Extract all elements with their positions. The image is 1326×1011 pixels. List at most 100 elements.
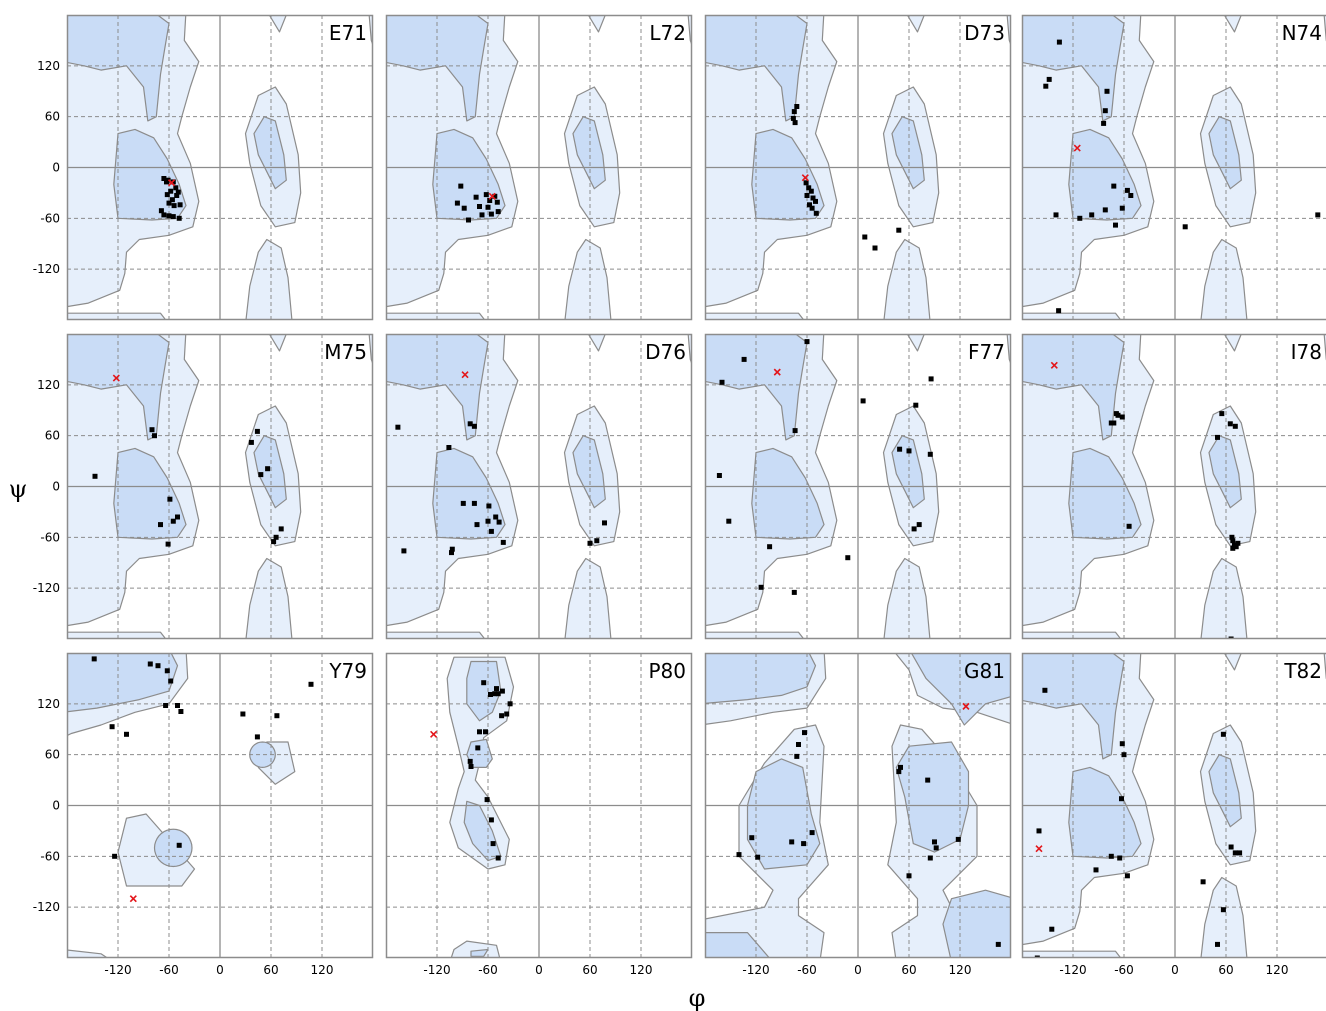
data-point	[164, 668, 170, 674]
panel-Y79: Y79	[66, 652, 374, 959]
favored-region	[705, 932, 771, 958]
x-tick-label: 120	[1266, 963, 1289, 977]
data-point	[488, 211, 494, 217]
data-point	[175, 703, 180, 708]
data-point	[1182, 224, 1188, 230]
data-point	[792, 428, 798, 434]
data-point	[479, 212, 485, 218]
data-point	[1036, 828, 1042, 834]
data-point	[471, 423, 477, 429]
data-point	[1042, 687, 1048, 693]
panel-label: T82	[1283, 659, 1322, 683]
favored-region	[153, 828, 193, 868]
data-point	[174, 193, 180, 198]
data-point	[483, 729, 488, 735]
data-point	[1117, 855, 1123, 861]
panel-label: L72	[649, 21, 686, 45]
data-point	[804, 193, 810, 198]
data-point	[147, 661, 153, 667]
data-point	[1121, 752, 1127, 758]
data-point	[807, 202, 812, 208]
panel-frame	[704, 652, 1012, 959]
data-point	[173, 185, 179, 191]
data-point	[758, 584, 764, 590]
data-point	[1108, 853, 1114, 859]
highlight-marker	[430, 730, 438, 738]
allowed-region	[386, 312, 486, 320]
data-point	[458, 183, 464, 189]
favored-region	[253, 116, 287, 190]
favored-region	[466, 660, 502, 722]
allowed-region	[67, 631, 167, 639]
data-point	[500, 539, 506, 545]
favored-region	[572, 435, 606, 509]
y-tick-label: -60	[40, 849, 60, 863]
x-axis-label: φ	[689, 984, 706, 1011]
allowed-region	[1200, 238, 1248, 320]
highlight-marker	[112, 374, 120, 382]
data-point	[803, 180, 809, 186]
data-point	[794, 753, 800, 759]
data-point	[955, 836, 961, 842]
data-point	[485, 518, 491, 524]
y-tick-label: -120	[33, 581, 60, 595]
x-tick-label: -60	[159, 963, 179, 977]
data-point	[813, 198, 818, 204]
data-point	[395, 424, 401, 430]
x-tick-label: 0	[216, 963, 224, 977]
allowed-region	[883, 557, 931, 639]
data-point	[791, 589, 797, 595]
data-point	[1200, 879, 1206, 885]
data-point	[1227, 421, 1233, 427]
data-point	[109, 724, 115, 730]
data-point	[1215, 941, 1220, 947]
data-point	[1119, 741, 1125, 747]
data-point	[486, 503, 492, 509]
panel-frame	[66, 333, 374, 640]
x-tick-label: 120	[630, 963, 653, 977]
allowed-region	[67, 312, 167, 320]
x-tick-label: 60	[582, 963, 597, 977]
data-point	[790, 115, 796, 121]
data-point	[265, 466, 271, 472]
favored-region	[1208, 435, 1242, 509]
data-point	[808, 188, 814, 194]
data-point	[178, 709, 184, 714]
y-tick-label: -120	[33, 262, 60, 276]
y-tick-label: 120	[37, 697, 60, 711]
x-tick-label: -120	[104, 963, 131, 977]
data-point	[92, 473, 98, 479]
data-point	[499, 688, 505, 694]
panel-L72: L72	[385, 14, 693, 321]
data-point	[587, 540, 593, 546]
data-point	[1124, 187, 1130, 193]
data-point	[813, 210, 819, 216]
favored-region	[1068, 128, 1142, 221]
highlight-marker	[488, 192, 496, 200]
data-point	[927, 451, 933, 457]
y-tick-label: 60	[45, 748, 60, 762]
x-tick-label: -60	[797, 963, 817, 977]
data-point	[474, 522, 480, 528]
data-point	[1235, 540, 1241, 546]
allowed-region	[386, 631, 486, 639]
panel-label: I78	[1291, 340, 1322, 364]
x-tick-label: 60	[901, 963, 916, 977]
favored-region	[432, 128, 506, 221]
data-point	[477, 729, 482, 735]
data-point	[1128, 193, 1134, 198]
data-point	[258, 472, 264, 478]
favored-region	[113, 447, 187, 540]
data-point	[494, 199, 500, 205]
data-point	[177, 202, 183, 208]
panel-label: N74	[1282, 21, 1322, 45]
data-point	[602, 520, 607, 526]
data-point	[490, 841, 496, 847]
data-point	[1089, 212, 1095, 218]
data-point	[1232, 850, 1238, 856]
y-tick-label: -60	[40, 530, 60, 544]
panel-G81: G81	[704, 652, 1012, 959]
data-point	[488, 692, 493, 697]
favored-region	[1068, 447, 1142, 540]
data-point	[809, 830, 815, 836]
